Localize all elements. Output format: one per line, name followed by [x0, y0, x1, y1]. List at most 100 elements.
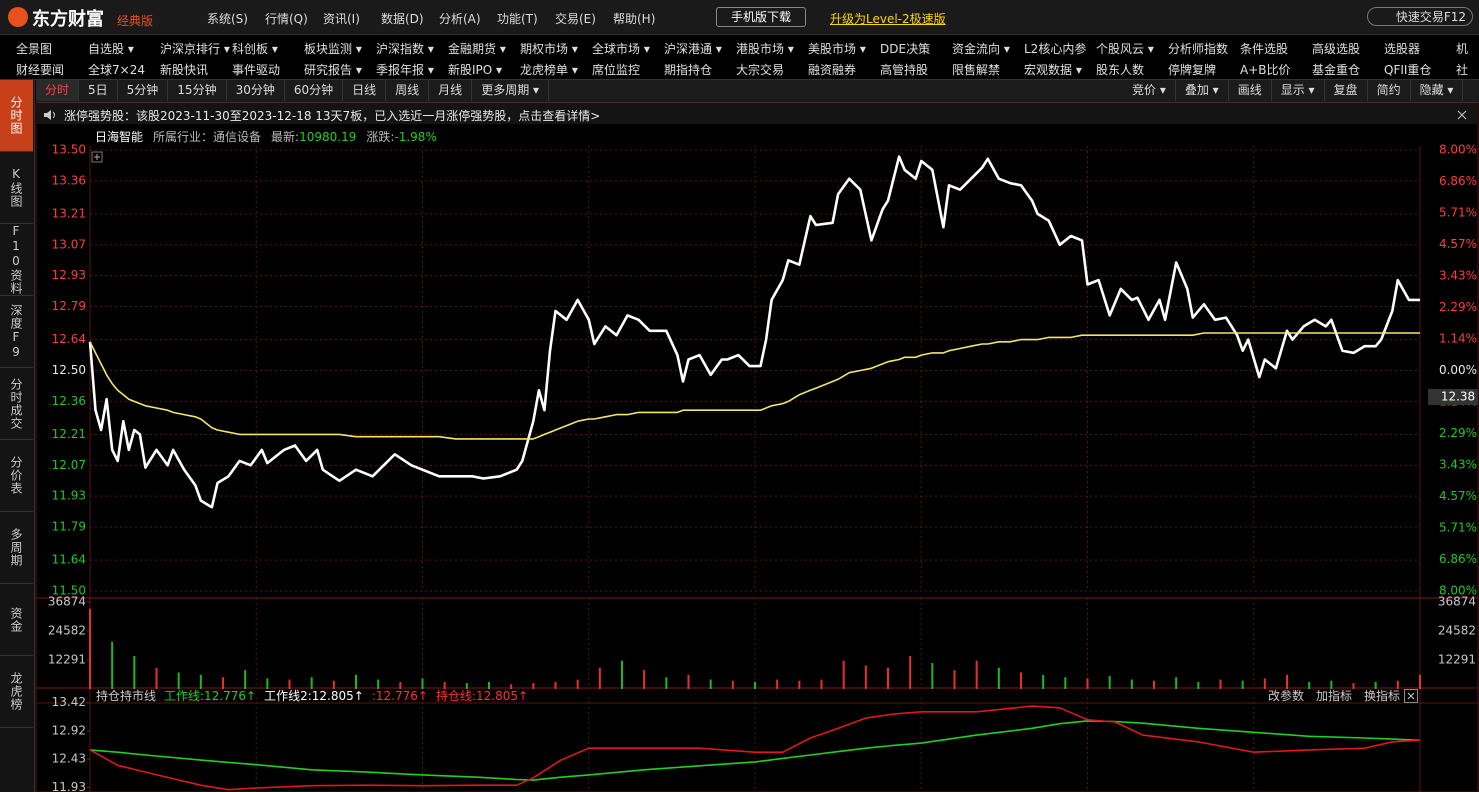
nav-item[interactable]: 美股市场 ▾ — [808, 42, 866, 56]
quick-trade[interactable]: 快速交易F12 — [1367, 7, 1473, 26]
nav-item[interactable]: 龙虎榜单 ▾ — [520, 63, 578, 77]
nav-item[interactable]: DDE决策 — [880, 42, 931, 56]
nav-item[interactable]: 沪深指数 ▾ — [376, 42, 434, 56]
nav-item[interactable]: 条件选股 — [1240, 42, 1289, 56]
menu-item[interactable]: 数据(D) — [381, 12, 424, 26]
side-tab[interactable]: 龙虎榜 — [0, 656, 33, 728]
nav-item[interactable]: 社 — [1456, 63, 1469, 77]
period-tab[interactable]: 更多周期 ▾ — [472, 80, 550, 101]
tool-tab[interactable]: 竞价 ▾ — [1123, 80, 1176, 101]
y2-tick-label: 0.00% — [1439, 363, 1477, 377]
volume-bar — [1197, 681, 1200, 689]
tool-tab[interactable]: 叠加 ▾ — [1176, 80, 1229, 101]
tool-tab[interactable]: 复盘 — [1325, 80, 1368, 101]
nav-item[interactable]: 资金流向 ▾ — [952, 42, 1010, 56]
nav-item[interactable]: 新股IPO ▾ — [448, 63, 503, 77]
nav-item[interactable]: 高级选股 — [1312, 42, 1361, 56]
side-tab[interactable]: 分时图 — [0, 80, 33, 152]
nav-item[interactable]: 全球7×24 — [88, 63, 145, 77]
nav-item[interactable]: 事件驱动 — [232, 63, 281, 77]
nav-item[interactable]: 融资融券 — [808, 63, 857, 77]
nav-item[interactable]: 机 — [1456, 42, 1469, 56]
side-tab[interactable]: 分时成交 — [0, 368, 33, 440]
nav-item[interactable]: 高管持股 — [880, 63, 929, 77]
mobile-download[interactable]: 手机版下载 — [716, 7, 806, 27]
menu-item[interactable]: 资讯(I) — [323, 12, 360, 26]
indicator-value: 工作线2:12.805↑ — [264, 689, 364, 703]
nav-item[interactable]: 科创板 ▾ — [232, 42, 278, 56]
plus-box[interactable] — [91, 151, 103, 163]
tool-tab[interactable]: 隐藏 ▾ — [1411, 80, 1464, 101]
menu-item[interactable]: 交易(E) — [555, 12, 596, 26]
nav-item[interactable]: 宏观数据 ▾ — [1024, 63, 1082, 77]
y-tick-label: 12.43 — [52, 752, 86, 766]
side-tab[interactable]: 深度F9 — [0, 296, 33, 368]
nav-item[interactable]: 大宗交易 — [736, 63, 785, 77]
period-tab[interactable]: 月线 — [429, 80, 473, 101]
nav-item[interactable]: 自选股 ▾ — [88, 42, 134, 56]
nav-item[interactable]: 沪深港通 ▾ — [664, 42, 722, 56]
y2-tick-label: 4.57% — [1439, 237, 1477, 251]
menu-item[interactable]: 系统(S) — [207, 12, 248, 26]
volume-bar — [399, 681, 402, 689]
nav-item[interactable]: 全球市场 ▾ — [592, 42, 650, 56]
side-tab[interactable]: F10资料 — [0, 224, 33, 296]
indicator-button[interactable]: 换指标 — [1364, 689, 1401, 703]
nav-item[interactable]: L2核心内参 — [1024, 42, 1087, 56]
nav-item[interactable]: 期权市场 ▾ — [520, 42, 578, 56]
nav-item[interactable]: 分析师指数 — [1168, 42, 1229, 56]
volume-bar — [798, 680, 801, 689]
nav-item[interactable]: 板块监测 ▾ — [304, 42, 362, 56]
volume-bar — [510, 684, 513, 689]
period-tab[interactable]: 分时 — [36, 80, 80, 101]
period-tab[interactable]: 日线 — [343, 80, 387, 101]
close-icon[interactable] — [1457, 110, 1467, 120]
nav-item[interactable]: 港股市场 ▾ — [736, 42, 794, 56]
nav-item[interactable]: 期指持仓 — [664, 63, 713, 77]
period-tab[interactable]: 15分钟 — [168, 80, 227, 101]
side-tab[interactable]: K线图 — [0, 152, 33, 224]
nav-item[interactable]: QFII重仓 — [1384, 63, 1432, 77]
volume-bar — [1330, 680, 1333, 689]
nav-item[interactable]: 个股风云 ▾ — [1096, 42, 1154, 56]
nav-item[interactable]: 股东人数 — [1096, 63, 1145, 77]
period-tab[interactable]: 5分钟 — [118, 80, 169, 101]
nav-item[interactable]: 季报年报 ▾ — [376, 63, 434, 77]
nav-item[interactable]: 沪深京排行 ▾ — [160, 42, 230, 56]
notice[interactable]: 涨停强势股：该股2023-11-30至2023-12-18 13天7板，已入选近… — [64, 109, 601, 123]
menu-item[interactable]: 行情(Q) — [265, 12, 308, 26]
nav-item[interactable]: 研究报告 ▾ — [304, 63, 362, 77]
volume-bar — [1352, 683, 1355, 689]
tool-tab[interactable]: 简约 — [1368, 80, 1411, 101]
period-tab[interactable]: 周线 — [386, 80, 430, 101]
indicator-header: 持仓持市线 工作线:12.776↑ 工作线2:12.805↑:12.776↑ 持仓线… — [96, 689, 528, 703]
nav-item[interactable]: 金融期货 ▾ — [448, 42, 506, 56]
nav-item[interactable]: 财经要闻 — [16, 63, 65, 77]
indicator-close[interactable] — [1404, 689, 1418, 703]
nav-item[interactable]: 基金重仓 — [1312, 63, 1361, 77]
nav-item[interactable]: 选股器 — [1384, 42, 1421, 56]
period-tab[interactable]: 30分钟 — [227, 80, 285, 101]
nav-item[interactable]: 全景图 — [16, 42, 53, 56]
menu-item[interactable]: 功能(T) — [497, 12, 538, 26]
indicator-value: 持仓线:12.805↑ — [435, 689, 529, 703]
nav-item[interactable]: 限售解禁 — [952, 63, 1001, 77]
menu-item[interactable]: 分析(A) — [439, 12, 481, 26]
period-tab[interactable]: 5日 — [79, 80, 118, 101]
nav-item[interactable]: 席位监控 — [592, 63, 641, 77]
side-tab[interactable]: 资金 — [0, 584, 33, 656]
side-tab[interactable]: 分价表 — [0, 440, 33, 512]
period-tab[interactable]: 60分钟 — [285, 80, 344, 101]
side-tab[interactable]: 多周期 — [0, 512, 33, 584]
tool-tab[interactable]: 画线 — [1229, 80, 1272, 101]
nav-item[interactable]: 停牌复牌 — [1168, 63, 1217, 77]
menu-item[interactable]: 帮助(H) — [613, 12, 656, 26]
indicator-button[interactable]: 改参数 — [1268, 689, 1305, 703]
indicator-button[interactable]: 加指标 — [1316, 689, 1353, 703]
nav-item[interactable]: 新股快讯 — [160, 63, 209, 77]
tool-tab[interactable]: 显示 ▾ — [1272, 80, 1325, 101]
series-line — [89, 720, 1421, 781]
volume-bar — [199, 674, 202, 689]
upgrade-link[interactable]: 升级为Level-2极速版 — [830, 12, 946, 26]
nav-item[interactable]: A+B比价 — [1240, 63, 1291, 77]
